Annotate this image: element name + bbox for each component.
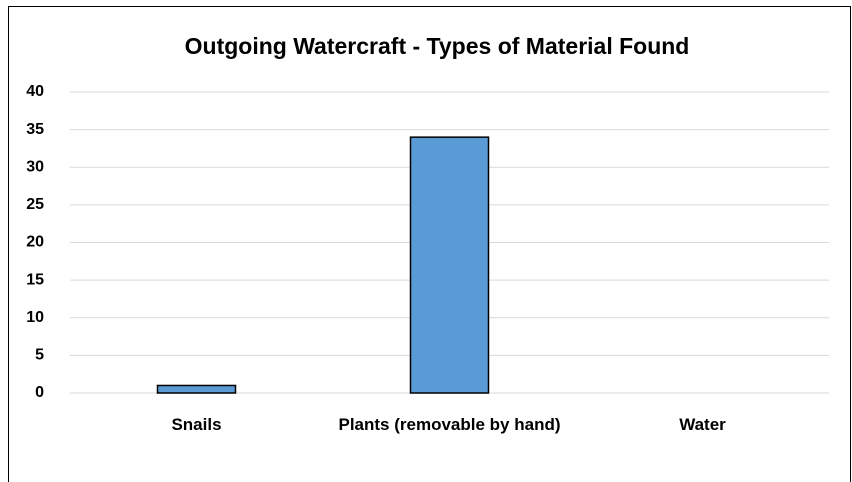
chart-title: Outgoing Watercraft - Types of Material … xyxy=(185,33,690,59)
bar xyxy=(156,384,237,394)
y-tick-label: 35 xyxy=(26,121,44,138)
bar xyxy=(409,136,490,394)
y-tick-label: 5 xyxy=(35,347,44,364)
y-tick-label: 0 xyxy=(35,384,44,401)
x-tick-label: Water xyxy=(679,415,726,434)
y-tick-label: 10 xyxy=(26,309,44,326)
x-tick-label: Plants (removable by hand) xyxy=(338,415,561,434)
y-tick-label: 25 xyxy=(26,196,44,213)
y-tick-label: 40 xyxy=(26,83,44,100)
y-tick-label: 15 xyxy=(26,271,44,288)
x-tick-label: Snails xyxy=(171,415,222,434)
y-tick-label: 30 xyxy=(26,158,44,175)
y-tick-label: 20 xyxy=(26,234,44,251)
